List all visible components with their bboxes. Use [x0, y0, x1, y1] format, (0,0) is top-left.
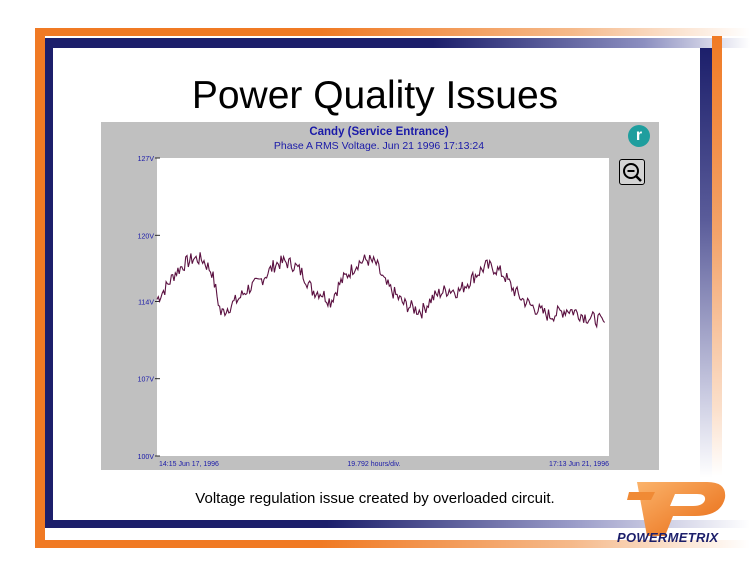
logo-text: POWERMETRIX [617, 530, 719, 545]
zoom-out-icon [623, 163, 642, 182]
y-tick-label: 100V [138, 454, 155, 461]
slide-frame-navy-right [700, 48, 712, 478]
y-tick-label: 114V [138, 299, 154, 306]
y-tick-label: 107V [138, 377, 155, 384]
zoom-out-button[interactable] [619, 159, 645, 185]
series-line-phase-a [156, 252, 606, 329]
voltage-chart: Candy (Service Entrance) Phase A RMS Vol… [138, 126, 609, 468]
slide-frame-navy-left [45, 38, 53, 528]
slide-caption: Voltage regulation issue created by over… [195, 490, 555, 507]
r-badge-icon: r [628, 125, 650, 147]
x-tick-label: 19.792 hours/div. [347, 461, 400, 468]
chart-title: Candy (Service Entrance) [309, 126, 449, 138]
x-tick-label: 17:13 Jun 21, 1996 [549, 461, 609, 468]
slide-frame-orange-left [35, 28, 45, 548]
slide-frame-navy-bottom [45, 520, 750, 528]
y-tick-label: 120V [138, 233, 155, 240]
x-tick-label: 14:15 Jun 17, 1996 [159, 461, 219, 468]
slide-title: Power Quality Issues [191, 74, 559, 117]
chart-panel: Candy (Service Entrance) Phase A RMS Vol… [101, 122, 659, 470]
y-tick-label: 127V [138, 156, 155, 163]
chart-subtitle: Phase A RMS Voltage. Jun 21 1996 17:13:2… [274, 140, 484, 152]
powermetrix-logo [627, 482, 726, 536]
slide-frame-orange-right [712, 36, 722, 476]
slide-frame-navy-top [45, 38, 750, 48]
